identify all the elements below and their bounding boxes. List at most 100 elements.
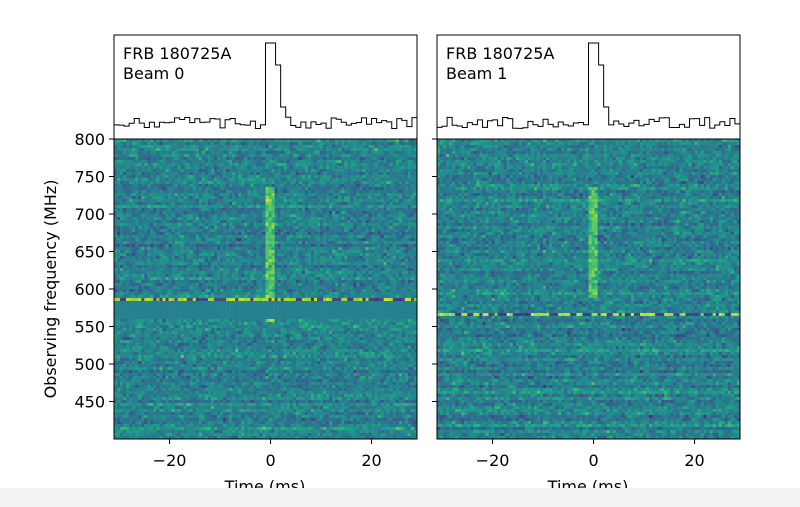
left-heatmap-cell [259,205,263,209]
left-heatmap-cell [156,277,160,281]
left-heatmap-cell [220,172,224,176]
left-heatmap-cell [329,271,333,275]
left-heatmap-cell [232,139,236,143]
left-heatmap-cell [271,274,275,278]
left-heatmap-cell [247,199,251,203]
left-heatmap-cell [141,199,145,203]
left-heatmap-cell [180,238,184,242]
left-heatmap-cell [120,235,124,239]
left-heatmap-cell [395,214,400,218]
left-heatmap-cell [126,139,130,143]
left-heatmap-cell [377,226,381,230]
left-heatmap-cell [201,205,206,209]
left-heatmap-cell [259,244,263,248]
left-heatmap-cell [223,286,227,290]
left-heatmap-cell [220,253,224,257]
left-heatmap-cell [210,241,215,245]
left-heatmap-cell [295,232,300,236]
left-heatmap-cell [123,169,127,173]
left-heatmap-cell [138,208,142,212]
left-heatmap-cell [217,154,221,158]
left-heatmap-cell [192,256,197,260]
left-heatmap-cell [177,259,181,263]
left-heatmap-cell [313,211,318,215]
left-heatmap-cell [377,154,381,158]
left-heatmap-cell [229,229,233,233]
left-heatmap-cell [353,268,357,272]
left-heatmap-cell [374,196,378,200]
left-heatmap-cell [229,250,233,254]
left-heatmap-cell [150,172,154,176]
left-heatmap-cell [404,274,409,278]
left-heatmap-cell [250,232,254,236]
left-heatmap-cell [338,244,342,248]
left-heatmap-cell [141,268,145,272]
left-heatmap-cell [413,247,418,251]
left-heatmap-cell [262,259,266,263]
left-heatmap-cell [323,166,327,170]
left-heatmap-cell [389,148,394,152]
left-heatmap-cell [313,163,318,167]
left-heatmap-cell [129,244,133,248]
left-heatmap-cell [304,193,309,197]
left-heatmap-cell [371,253,375,257]
left-heatmap-cell [201,214,206,218]
left-heatmap-cell [298,259,303,263]
left-heatmap-cell [404,256,409,260]
left-heatmap-cell [226,157,230,161]
left-heatmap-cell [186,241,191,245]
left-heatmap-cell [150,142,154,146]
left-heatmap-cell [310,211,315,215]
left-heatmap-cell [301,139,306,143]
left-heatmap-cell [241,196,245,200]
left-heatmap-cell [410,178,415,182]
left-heatmap-cell [144,241,148,245]
left-heatmap-cell [135,184,139,188]
left-heatmap-cell [265,259,269,263]
left-heatmap-cell [156,259,160,263]
left-heatmap-cell [220,205,224,209]
left-heatmap-cell [129,274,133,278]
left-heatmap-cell [395,178,400,182]
left-heatmap-cell [177,226,181,230]
left-heatmap-cell [210,166,215,170]
left-heatmap-cell [259,241,263,245]
left-heatmap-cell [277,226,281,230]
left-heatmap-cell [141,232,145,236]
left-heatmap-cell [286,172,291,176]
left-heatmap-cell [389,214,394,218]
left-heatmap-cell [223,220,227,224]
left-heatmap-cell [332,229,336,233]
left-heatmap-cell [280,148,284,152]
left-heatmap-cell [156,262,160,266]
left-heatmap-cell [220,148,224,152]
left-heatmap-cell [159,241,163,245]
left-heatmap-cell [220,244,224,248]
left-heatmap-cell [259,256,263,260]
left-heatmap-cell [332,280,336,284]
left-heatmap-cell [129,247,133,251]
left-heatmap-cell [368,160,372,164]
left-heatmap-cell [307,145,312,149]
left-heatmap-cell [313,235,318,239]
left-heatmap-cell [229,193,233,197]
left-heatmap-cell [383,259,387,263]
left-heatmap-cell [268,154,272,158]
left-heatmap-cell [268,172,272,176]
left-heatmap-cell [407,265,412,269]
left-heatmap-cell [220,274,224,278]
left-heatmap-cell [268,148,272,152]
left-heatmap-cell [395,142,400,146]
left-heatmap-cell [320,241,324,245]
left-heatmap-cell [407,169,412,173]
left-heatmap-cell [377,205,381,209]
left-heatmap-cell [141,196,145,200]
left-heatmap-cell [368,253,372,257]
left-heatmap-cell [320,154,324,158]
left-heatmap-cell [192,274,197,278]
left-heatmap-cell [359,277,363,281]
left-heatmap-cell [371,223,375,227]
left-heatmap-cell [344,283,348,287]
left-heatmap-cell [398,184,403,188]
left-heatmap-cell [368,283,372,287]
